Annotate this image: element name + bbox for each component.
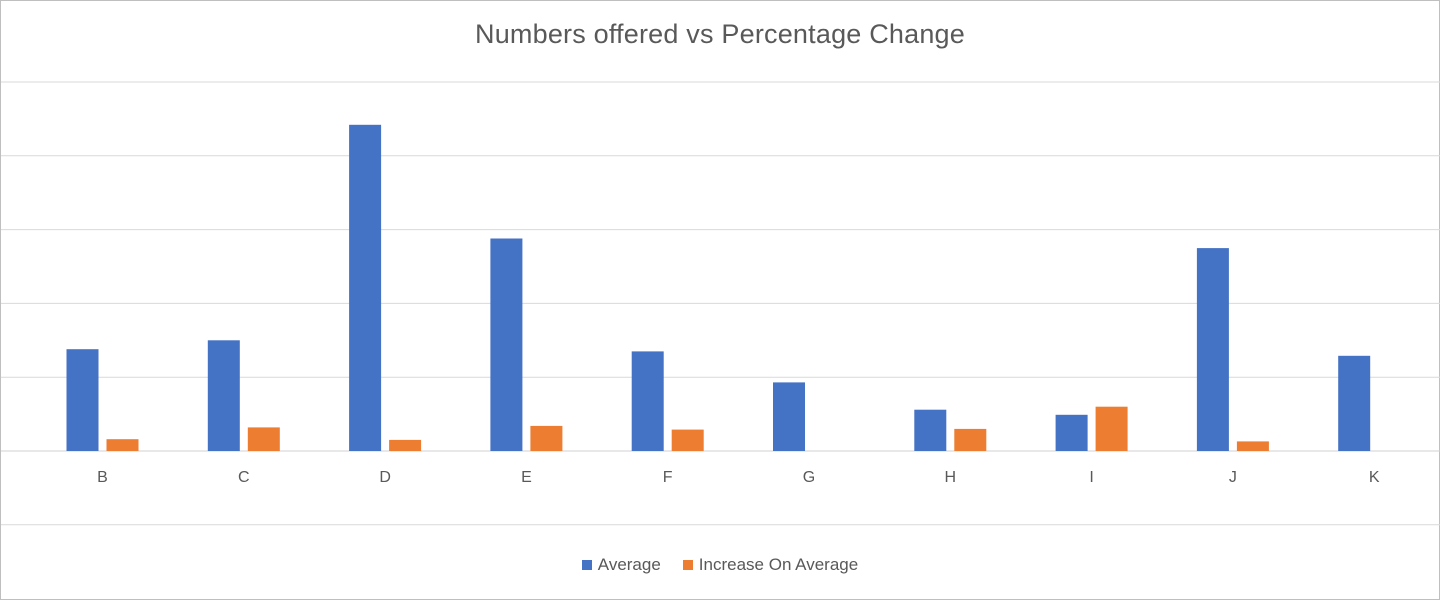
bar-average-d	[349, 124, 382, 452]
x-tick-label-e: E	[521, 469, 532, 486]
bar-average-e	[490, 238, 523, 451]
bar-increase-on-average-h	[954, 428, 987, 451]
bar-increase-on-average-j	[1236, 441, 1269, 451]
legend-swatch-increase-on-average	[682, 560, 693, 570]
bar-increase-on-average-i	[1095, 406, 1128, 451]
legend-item-average: Average	[581, 555, 661, 575]
x-tick-label-f: F	[663, 469, 673, 486]
legend-item-increase-on-average: Increase On Average	[682, 555, 859, 575]
bar-increase-on-average-c	[247, 427, 280, 451]
bar-increase-on-average-b	[106, 439, 139, 451]
legend-label-average: Average	[597, 555, 661, 574]
x-tick-label-g: G	[803, 469, 815, 486]
x-tick-label-h: H	[945, 469, 957, 486]
bar-average-f	[631, 351, 664, 451]
x-tick-label-k: K	[1369, 469, 1380, 486]
bar-average-b	[66, 349, 99, 451]
bar-average-j	[1196, 248, 1229, 451]
x-tick-label-j: J	[1229, 469, 1237, 486]
x-tick-label-b: B	[97, 469, 108, 486]
bar-average-c	[207, 340, 240, 451]
legend: Average Increase On Average	[1, 555, 1439, 575]
chart-title: Numbers offered vs Percentage Change	[475, 19, 965, 49]
legend-label-increase-on-average: Increase On Average	[698, 555, 859, 574]
bar-increase-on-average-e	[530, 425, 563, 451]
bar-average-i	[1055, 414, 1088, 451]
x-tick-label-d: D	[379, 469, 391, 486]
bar-average-h	[914, 409, 947, 451]
bar-increase-on-average-f	[671, 429, 704, 451]
bar-average-g	[773, 382, 805, 451]
bar-average-k	[1338, 355, 1371, 451]
x-tick-label-i: I	[1089, 469, 1093, 486]
bar-increase-on-average-d	[389, 439, 422, 451]
x-tick-label-c: C	[238, 469, 250, 486]
legend-swatch-average	[581, 560, 592, 570]
